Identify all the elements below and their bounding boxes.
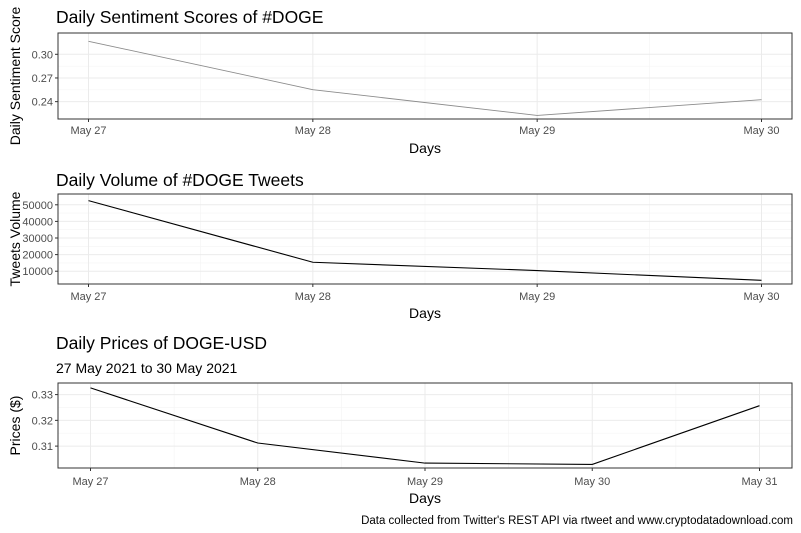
y-tick-label: 0.31 (32, 441, 53, 453)
y-tick-label: 30000 (22, 233, 53, 245)
x-tick-label: May 30 (743, 291, 779, 303)
chart-title: Daily Prices of DOGE-USD (56, 333, 267, 353)
chart-panel-3: May 27 May 28 May 29 May 30 May 31 0.31 0.32 0.… (7, 333, 793, 506)
y-axis-title: Tweets Volume (7, 191, 23, 286)
x-axis-title: Days (409, 305, 441, 321)
x-tick-label: May 29 (519, 291, 555, 303)
y-tick-label: 0.33 (32, 390, 53, 402)
series-line (88, 200, 762, 281)
y-tick-label: 0.30 (32, 49, 53, 61)
y-tick-label: 50000 (22, 200, 53, 212)
x-tick-label: May 28 (295, 125, 331, 137)
x-tick-label: May 29 (519, 125, 555, 137)
y-tick-label: 20000 (22, 250, 53, 262)
panel-border (57, 193, 793, 285)
x-tick-label: May 28 (295, 291, 331, 303)
figure-caption: Data collected from Twitter's REST API v… (361, 515, 793, 527)
x-tick-label: May 27 (70, 125, 106, 137)
y-axis-title: Prices ($) (7, 396, 23, 456)
x-tick-label: May 30 (574, 476, 610, 488)
chart-title: Daily Sentiment Scores of #DOGE (56, 7, 323, 27)
panel-border (57, 32, 793, 120)
y-axis-title: Daily Sentiment Score (7, 7, 23, 146)
x-tick-label: May 28 (240, 476, 276, 488)
x-tick-label: May 27 (72, 476, 108, 488)
x-tick-label: May 31 (741, 476, 777, 488)
y-tick-label: 10000 (22, 266, 53, 278)
chart-panel-1: May 27 May 28 May 29 May 30 0.24 0.27 0.30 Dail… (7, 7, 793, 156)
chart-subtitle: 27 May 2021 to 30 May 2021 (56, 360, 238, 376)
x-axis-title: Days (409, 140, 441, 156)
y-tick-label: 0.27 (32, 73, 53, 85)
y-tick-label: 40000 (22, 216, 53, 228)
series-line (90, 387, 760, 465)
x-tick-label: May 27 (70, 291, 106, 303)
y-tick-label: 0.32 (32, 415, 53, 427)
x-tick-label: May 30 (743, 125, 779, 137)
x-tick-label: May 29 (407, 476, 443, 488)
chart-title: Daily Volume of #DOGE Tweets (56, 170, 304, 190)
x-axis-title: Days (409, 490, 441, 506)
y-tick-label: 0.24 (32, 97, 53, 109)
series-line (88, 40, 762, 116)
chart-panel-2: May 27 May 28 May 29 May 30 10000 20000 30000 4… (7, 170, 793, 321)
